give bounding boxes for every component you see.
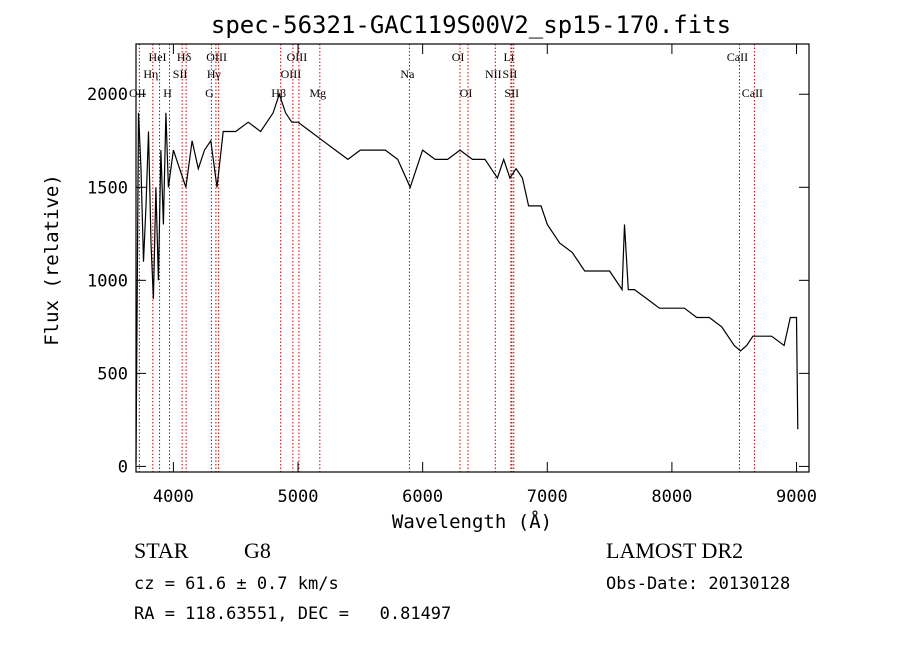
line-marker-label: HeI: [149, 50, 167, 64]
line-marker-label: H: [163, 86, 172, 100]
observation-date: Obs-Date: 20130128: [606, 574, 791, 594]
line-marker-label: SII: [173, 67, 188, 81]
x-axis: 4000 5000 6000 7000 8000 9000: [153, 44, 817, 507]
y-tick-label: 500: [97, 364, 128, 384]
line-marker-label: CaII: [727, 50, 748, 64]
line-marker-label: Hβ: [271, 86, 286, 100]
line-marker-label: CaII: [742, 86, 763, 100]
y-axis-label: Flux (relative): [41, 174, 63, 346]
x-tick-label: 4000: [153, 487, 194, 507]
line-marker-label: NII: [485, 67, 502, 81]
line-marker-label: OIII: [206, 50, 227, 64]
x-tick-label: 7000: [527, 487, 568, 507]
line-marker-label: SII: [503, 67, 518, 81]
line-marker-label: OI: [452, 50, 465, 64]
line-marker-label: Hγ: [207, 67, 222, 81]
line-marker-label: Na: [400, 67, 415, 81]
object-subclass: G8: [244, 538, 271, 563]
chart-title: spec-56321-GAC119S00V2_sp15-170.fits: [211, 11, 731, 39]
object-class: STAR: [134, 538, 189, 563]
survey-name: LAMOST DR2: [606, 538, 744, 563]
x-axis-label: Wavelength (Å): [392, 510, 552, 533]
line-marker-label: G: [205, 86, 214, 100]
y-tick-label: 1000: [87, 271, 128, 291]
line-marker-label: SII: [504, 86, 519, 100]
y-tick-label: 0: [118, 457, 128, 477]
line-marker-label: OI: [460, 86, 473, 100]
plot-frame: [135, 43, 810, 473]
line-marker-label: Mg: [309, 86, 326, 100]
line-marker-label: Li: [504, 50, 515, 64]
line-marker-label: OIII: [287, 50, 308, 64]
spectrum-line: [135, 92, 799, 463]
x-tick-label: 8000: [651, 487, 692, 507]
coordinates: RA = 118.63551, DEC = 0.81497: [134, 604, 452, 624]
y-tick-label: 1500: [87, 178, 128, 198]
x-tick-label: 9000: [776, 487, 817, 507]
redshift-velocity: cz = 61.6 ± 0.7 km/s: [134, 574, 339, 594]
x-tick-label: 6000: [402, 487, 443, 507]
y-axis: 0 500 1000 1500 2000: [87, 85, 809, 477]
line-marker-label: Hη: [143, 67, 158, 81]
line-marker-label: Hδ: [177, 50, 192, 64]
x-tick-label: 5000: [278, 487, 319, 507]
line-marker-label: OII: [129, 86, 146, 100]
line-marker-label: OIII: [281, 67, 302, 81]
y-tick-label: 2000: [87, 85, 128, 105]
